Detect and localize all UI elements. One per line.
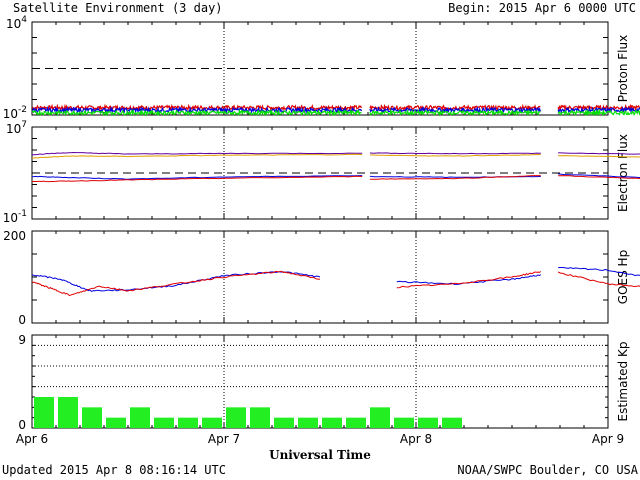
goes-hp-y-axis-label: GOES Hp <box>616 250 630 304</box>
x-tick-label-0: Apr 6 <box>16 432 48 446</box>
kp-bar-13 <box>346 417 366 428</box>
goes-hp-series-red <box>557 271 640 288</box>
electron-flux-series-red <box>369 175 541 180</box>
panels: 104 10-2 Proton Flux 107 10-1 Electron Flux 20… <box>3 15 640 432</box>
estimated-kp-y-axis-label: Estimated Kp <box>616 342 630 422</box>
electron-flux-series-red <box>558 175 640 179</box>
kp-bar-2 <box>82 407 102 428</box>
kp-bar-4 <box>130 407 150 428</box>
electron-flux-series-orange <box>558 155 640 158</box>
electron-flux-series-purple <box>31 151 363 156</box>
goes-hp-series-blue <box>396 274 542 285</box>
proton-flux-panel: 104 10-2 Proton Flux <box>3 15 640 121</box>
electron-flux-series-orange <box>369 153 541 157</box>
proton-flux-y-max-label: 104 <box>6 15 27 31</box>
kp-bar-17 <box>442 417 462 428</box>
estimated-kp-panel: 9 0 Estimated Kp <box>18 333 630 432</box>
kp-bar-16 <box>418 417 438 428</box>
proton-flux-series-green <box>557 108 640 117</box>
kp-bar-8 <box>226 407 246 428</box>
kp-bar-5 <box>154 417 174 428</box>
electron-flux-series-orange <box>32 153 363 159</box>
proton-flux-y-min-label: 10-2 <box>3 105 27 121</box>
goes-hp-series-blue <box>31 271 321 292</box>
electron-flux-series-purple <box>558 152 640 155</box>
kp-bar-9 <box>250 407 270 428</box>
kp-bar-12 <box>322 417 342 428</box>
x-tick-label-3: Apr 9 <box>592 432 624 446</box>
goes-hp-series-blue <box>558 267 640 277</box>
electron-flux-series-purple <box>369 152 541 155</box>
electron-flux-y-min-label: 10-1 <box>3 209 27 225</box>
credit: NOAA/SWPC Boulder, CO USA <box>457 463 638 477</box>
goes-hp-series-red <box>31 270 321 297</box>
electron-flux-series-blue <box>558 173 640 179</box>
estimated-kp-y-max-label: 9 <box>18 333 26 347</box>
proton-flux-series-red <box>557 103 640 112</box>
kp-bar-3 <box>106 417 126 428</box>
estimated-kp-y-min-label: 0 <box>18 418 26 432</box>
electron-flux-y-max-label: 107 <box>6 120 27 136</box>
goes-hp-series-red <box>396 271 542 289</box>
goes-hp-panel: 200 0 GOES Hp <box>3 229 640 327</box>
kp-bar-11 <box>298 417 318 428</box>
kp-bar-1 <box>58 397 78 428</box>
kp-bar-15 <box>394 417 414 428</box>
electron-flux-series-red <box>31 175 363 183</box>
chart-title: Satellite Environment (3 day) <box>13 1 223 15</box>
kp-bar-14 <box>370 407 390 428</box>
proton-flux-series-blue <box>557 105 640 114</box>
x-axis-labels: Apr 6 Apr 7 Apr 8 Apr 9 Universal Time <box>16 432 624 462</box>
goes-hp-y-min-label: 0 <box>18 313 26 327</box>
estimated-kp-frame <box>31 334 609 429</box>
goes-hp-y-max-label: 200 <box>3 229 26 243</box>
x-tick-label-2: Apr 8 <box>400 432 432 446</box>
x-axis-label: Universal Time <box>269 448 371 462</box>
x-tick-label-1: Apr 7 <box>208 432 240 446</box>
proton-flux-y-axis-label: Proton Flux <box>616 35 630 102</box>
begin-time: Begin: 2015 Apr 6 0000 UTC <box>448 1 636 15</box>
kp-bar-6 <box>178 417 198 428</box>
kp-bar-10 <box>274 417 294 428</box>
electron-flux-y-axis-label: Electron Flux <box>616 134 630 212</box>
kp-bar-7 <box>202 417 222 428</box>
electron-flux-panel: 107 10-1 Electron Flux <box>3 120 640 225</box>
proton-flux-series-green <box>31 108 362 117</box>
proton-flux-series-green <box>369 108 541 117</box>
kp-bar-0 <box>34 397 54 428</box>
updated-timestamp: Updated 2015 Apr 8 08:16:14 UTC <box>2 463 226 477</box>
